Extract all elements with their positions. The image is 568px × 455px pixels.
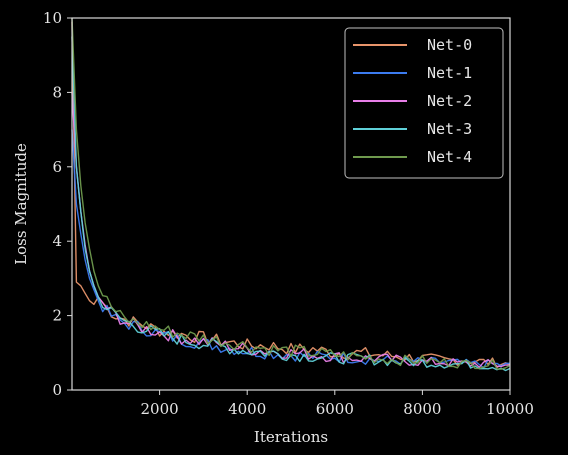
x-tick-label: 4000 [228,400,266,418]
legend-label: Net-3 [427,120,472,138]
series-line-net-4 [71,17,511,370]
x-tick-label: 8000 [403,400,441,418]
legend-label: Net-1 [427,64,472,82]
x-tick-label: 10000 [486,400,534,418]
x-tick-label: 6000 [316,400,354,418]
x-tick-label: 2000 [141,400,179,418]
y-tick-label: 2 [52,307,62,325]
y-tick-label: 8 [52,83,62,101]
axes-frame [71,17,511,391]
series-lines [71,17,511,372]
y-axis-ticks: 0 2 4 6 8 10 [43,9,72,399]
y-tick-label: 4 [52,232,62,250]
legend: Net-0 Net-1 Net-2 Net-3 Net-4 [344,27,504,179]
legend-label: Net-0 [427,36,472,54]
x-axis-label: Iterations [254,428,328,446]
legend-box [344,27,504,179]
y-tick-label: 6 [52,158,62,176]
y-tick-label: 10 [43,9,62,27]
legend-label: Net-4 [427,148,472,166]
y-tick-label: 0 [52,381,62,399]
x-axis-ticks: 2000 4000 6000 8000 10000 [141,390,534,418]
legend-label: Net-2 [427,92,472,110]
y-axis-label: Loss Magnitude [12,143,30,265]
series-line-net-2 [71,92,511,368]
